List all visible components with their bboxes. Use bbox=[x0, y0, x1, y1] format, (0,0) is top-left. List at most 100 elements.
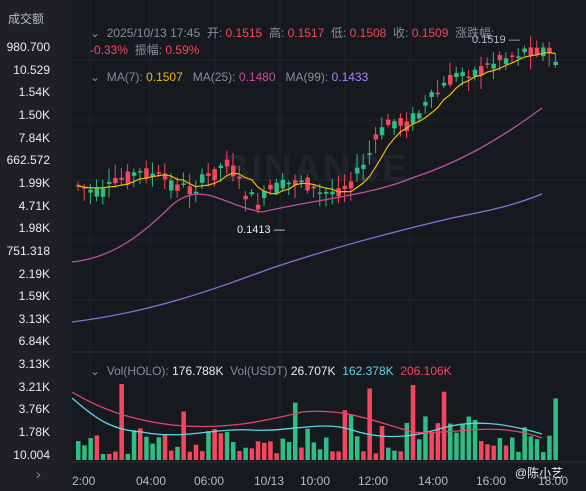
volume-bar bbox=[162, 434, 168, 460]
candle-body bbox=[280, 179, 286, 189]
candle-body bbox=[324, 191, 329, 194]
candle-body bbox=[218, 165, 224, 168]
candle-body bbox=[522, 48, 527, 53]
volume-bar bbox=[131, 430, 137, 460]
ohlc-row-1: ⌄ 2025/10/13 17:45 开: 0.1515 高: 0.1517 低… bbox=[90, 24, 494, 41]
volume-bar bbox=[206, 431, 211, 460]
turnover-value: 7.84K bbox=[18, 130, 50, 145]
candle-body bbox=[162, 173, 168, 180]
turnover-value: 1.99K bbox=[18, 175, 50, 190]
candle-body bbox=[82, 187, 87, 189]
volume-bar bbox=[522, 427, 527, 460]
candlestick-chart[interactable]: BINANCE ⌄ 2025/10/13 17:45 开: 0.1515 高: … bbox=[72, 0, 586, 491]
candle-body bbox=[547, 47, 552, 53]
turnover-value: 3.76K bbox=[18, 402, 50, 417]
volume-bar bbox=[293, 402, 298, 460]
turnover-value: 1.50K bbox=[18, 107, 50, 122]
candle-body bbox=[150, 173, 155, 177]
high-marker-value: 0.1519 bbox=[472, 34, 506, 46]
volume-bar bbox=[466, 416, 472, 460]
volume-bar bbox=[94, 435, 100, 460]
turnover-value: 3.21K bbox=[18, 379, 50, 394]
low-marker: 0.1413 — bbox=[237, 224, 285, 236]
change-label: 涨跌幅: bbox=[455, 26, 495, 40]
volume-bar bbox=[88, 438, 93, 460]
candle-body bbox=[231, 165, 236, 177]
candle-body bbox=[348, 181, 354, 189]
volume-bar bbox=[262, 442, 267, 460]
ohlc-datetime: 2025/10/13 17:45 bbox=[106, 26, 201, 40]
candle-body bbox=[224, 159, 230, 167]
close-label: 收: bbox=[393, 26, 409, 40]
amplitude-label: 振幅: bbox=[134, 43, 163, 57]
turnover-values: 980.700 10.529 1.54K 1.50K 7.84K 662.572 1.99K… bbox=[0, 0, 72, 491]
volume-bar bbox=[305, 428, 310, 460]
volume-bar bbox=[169, 450, 174, 460]
vol-usdt-value: 26.707K bbox=[290, 364, 336, 378]
candle-body bbox=[249, 192, 255, 195]
candle-body bbox=[169, 180, 174, 191]
candle-body bbox=[293, 180, 298, 186]
turnover-value: 10.004 bbox=[13, 447, 50, 462]
volume-ma1-line bbox=[72, 397, 543, 438]
volume-bar bbox=[268, 441, 273, 460]
candle-body bbox=[361, 164, 366, 169]
candle-body bbox=[503, 58, 509, 65]
chevron-down-icon[interactable]: ⌄ bbox=[90, 26, 101, 40]
turnover-value: 3.13K bbox=[18, 311, 50, 326]
candle-body bbox=[454, 72, 459, 78]
volume-bar bbox=[348, 415, 354, 460]
volume-bar bbox=[212, 429, 217, 460]
chart-canvas[interactable] bbox=[72, 0, 586, 491]
candle-body bbox=[119, 177, 124, 180]
volume-bar bbox=[107, 453, 112, 460]
candle-body bbox=[243, 195, 248, 200]
candle-body bbox=[479, 65, 484, 76]
ma7-label: MA(7): bbox=[106, 70, 143, 84]
candle-body bbox=[423, 101, 428, 106]
candle-body bbox=[553, 61, 558, 66]
vol-usdt-label: Vol(USDT) bbox=[230, 364, 288, 378]
volume-bar bbox=[386, 447, 391, 460]
vol-holo-value: 176.788K bbox=[172, 364, 224, 378]
turnover-value: 1.98K bbox=[18, 221, 50, 236]
volume-bar bbox=[311, 442, 317, 460]
turnover-value: 751.318 bbox=[6, 243, 50, 258]
turnover-value: 1.54K bbox=[18, 85, 50, 100]
candle-body bbox=[113, 178, 118, 184]
candle-body bbox=[237, 176, 242, 179]
volume-bar bbox=[553, 398, 558, 460]
candle-body bbox=[268, 184, 273, 190]
volume-bar bbox=[330, 451, 335, 460]
volume-bar bbox=[100, 453, 106, 460]
volume-bar bbox=[460, 424, 465, 460]
volume-bar bbox=[76, 441, 81, 460]
volume-bar bbox=[119, 383, 124, 460]
volume-bar bbox=[181, 411, 186, 460]
volume-bar bbox=[355, 436, 360, 460]
candle-body bbox=[330, 191, 335, 195]
volume-bar bbox=[243, 447, 248, 460]
volume-bar bbox=[373, 453, 379, 460]
candle-body bbox=[466, 76, 472, 79]
close-value: 0.1509 bbox=[411, 26, 449, 40]
candle-body bbox=[541, 47, 546, 57]
open-label: 开: bbox=[206, 26, 223, 40]
ma7-value: 0.1507 bbox=[146, 70, 183, 84]
candle-body bbox=[435, 92, 441, 95]
volume-bar bbox=[255, 441, 261, 460]
candle-body bbox=[485, 63, 490, 65]
candle-body bbox=[528, 47, 534, 57]
chevron-right-icon[interactable]: › bbox=[36, 466, 41, 482]
volume-bar bbox=[547, 435, 552, 460]
candle-body bbox=[100, 188, 106, 197]
turnover-value: 1.59K bbox=[18, 289, 50, 304]
candle-body bbox=[212, 169, 217, 181]
candle-body bbox=[131, 172, 137, 176]
volume-bar bbox=[299, 447, 304, 460]
candle-body bbox=[311, 186, 317, 189]
volume-bar bbox=[392, 450, 397, 460]
volume-bar bbox=[280, 438, 286, 460]
chevron-down-icon[interactable]: ⌄ bbox=[90, 364, 101, 378]
chevron-down-icon[interactable]: ⌄ bbox=[90, 70, 101, 84]
